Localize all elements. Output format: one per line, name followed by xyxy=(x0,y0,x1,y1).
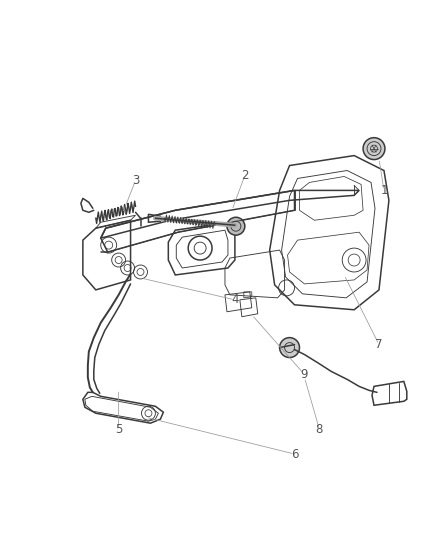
Text: 5: 5 xyxy=(115,423,122,435)
Text: 1: 1 xyxy=(380,184,388,197)
Text: 9: 9 xyxy=(301,368,308,381)
Circle shape xyxy=(363,138,385,159)
Text: 4: 4 xyxy=(231,293,239,306)
Text: 8: 8 xyxy=(316,423,323,435)
Text: 7: 7 xyxy=(375,338,383,351)
Text: 3: 3 xyxy=(132,174,139,187)
Circle shape xyxy=(279,337,300,358)
Text: 2: 2 xyxy=(241,169,249,182)
Circle shape xyxy=(227,217,245,235)
Text: 6: 6 xyxy=(291,448,298,461)
